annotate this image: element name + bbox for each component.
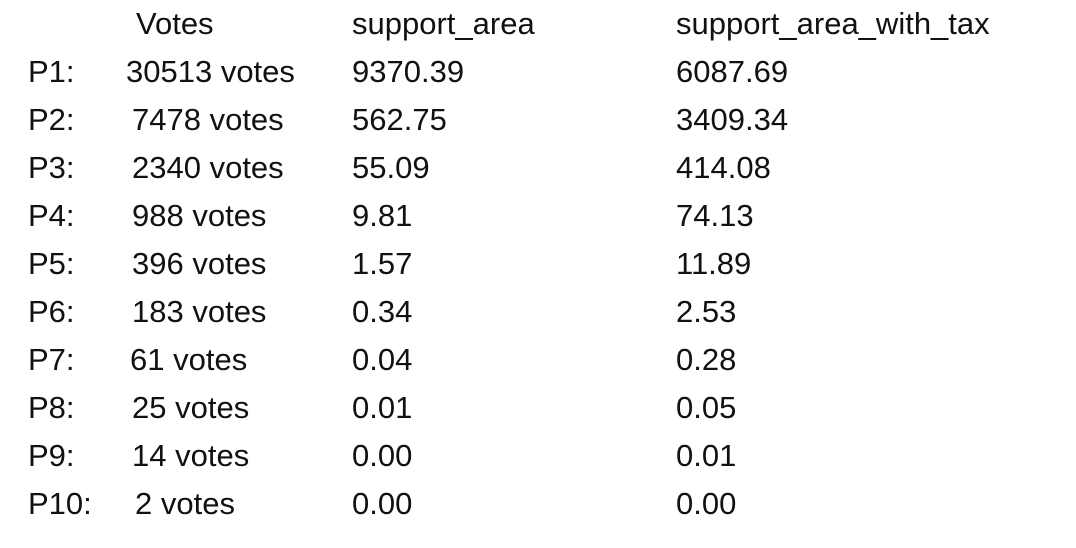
row-votes: 183 votes <box>132 294 267 329</box>
table-row: P10: 2 votes 0.00 0.00 <box>0 484 1076 524</box>
row-votes: 396 votes <box>132 246 267 281</box>
header-row: Votes support_area support_area_with_tax <box>0 4 1076 44</box>
row-votes: 7478 votes <box>132 102 284 137</box>
row-support-area: 0.00 <box>352 486 413 521</box>
row-label: P4: <box>28 198 75 233</box>
header-support-area: support_area <box>352 6 535 41</box>
row-votes: 2340 votes <box>132 150 284 185</box>
row-votes: 61 votes <box>130 342 248 377</box>
row-support-area-with-tax: 0.01 <box>676 438 737 473</box>
row-support-area: 0.34 <box>352 294 413 329</box>
table-row: P8: 25 votes 0.01 0.05 <box>0 388 1076 428</box>
row-support-area-with-tax: 0.05 <box>676 390 737 425</box>
row-label: P6: <box>28 294 75 329</box>
row-label: P1: <box>28 54 75 89</box>
row-support-area-with-tax: 11.89 <box>676 246 752 281</box>
table-row: P3: 2340 votes 55.09 414.08 <box>0 148 1076 188</box>
row-support-area-with-tax: 74.13 <box>676 198 754 233</box>
table-row: P7: 61 votes 0.04 0.28 <box>0 340 1076 380</box>
row-support-area: 0.01 <box>352 390 413 425</box>
row-support-area-with-tax: 414.08 <box>676 150 771 185</box>
header-votes: Votes <box>136 6 214 41</box>
row-label: P10: <box>28 486 92 521</box>
row-support-area: 55.09 <box>352 150 430 185</box>
row-support-area: 0.00 <box>352 438 413 473</box>
table-row: P1: 30513 votes 9370.39 6087.69 <box>0 52 1076 92</box>
row-support-area: 9370.39 <box>352 54 465 89</box>
table-row: P4: 988 votes 9.81 74.13 <box>0 196 1076 236</box>
row-support-area: 562.75 <box>352 102 447 137</box>
table-row: P5: 396 votes 1.57 11.89 <box>0 244 1076 284</box>
row-support-area: 1.57 <box>352 246 413 281</box>
row-support-area: 0.04 <box>352 342 413 377</box>
row-votes: 25 votes <box>132 390 250 425</box>
table-row: P6: 183 votes 0.34 2.53 <box>0 292 1076 332</box>
row-votes: 30513 votes <box>126 54 295 89</box>
row-votes: 2 votes <box>135 486 235 521</box>
row-label: P7: <box>28 342 75 377</box>
row-label: P3: <box>28 150 75 185</box>
row-support-area-with-tax: 0.00 <box>676 486 737 521</box>
row-support-area-with-tax: 3409.34 <box>676 102 789 137</box>
row-label: P5: <box>28 246 75 281</box>
row-support-area-with-tax: 0.28 <box>676 342 737 377</box>
row-label: P9: <box>28 438 75 473</box>
row-support-area-with-tax: 6087.69 <box>676 54 789 89</box>
row-support-area-with-tax: 2.53 <box>676 294 737 329</box>
header-support-area-with-tax: support_area_with_tax <box>676 6 990 41</box>
row-votes: 14 votes <box>132 438 250 473</box>
row-label: P2: <box>28 102 75 137</box>
row-label: P8: <box>28 390 75 425</box>
row-votes: 988 votes <box>132 198 267 233</box>
row-support-area: 9.81 <box>352 198 413 233</box>
table-row: P2: 7478 votes 562.75 3409.34 <box>0 100 1076 140</box>
table-row: P9: 14 votes 0.00 0.01 <box>0 436 1076 476</box>
